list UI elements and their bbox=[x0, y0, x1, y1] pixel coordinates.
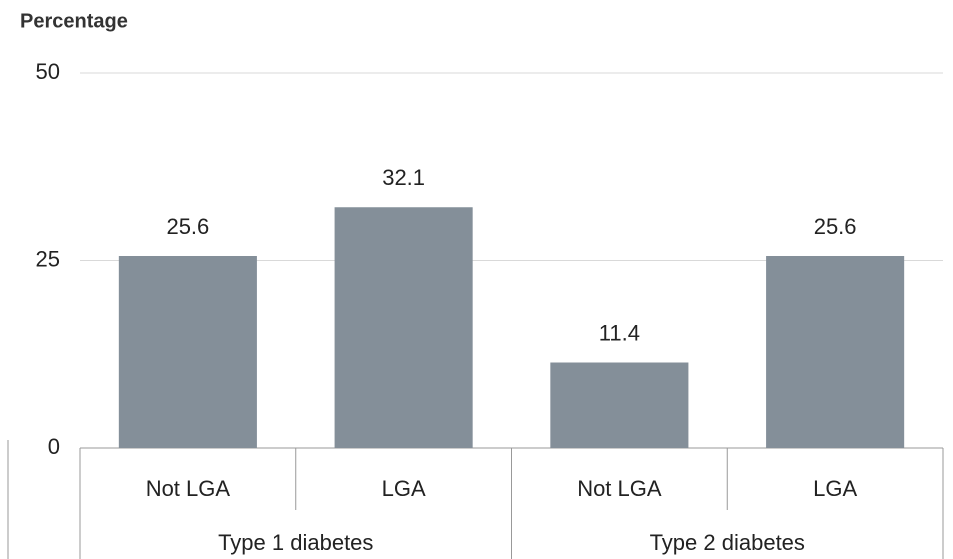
data-label: 11.4 bbox=[599, 320, 640, 345]
bar bbox=[334, 207, 473, 448]
x-tick-label: LGA bbox=[382, 476, 426, 501]
y-tick-label: 50 bbox=[36, 59, 60, 84]
x-tick-label: Not LGA bbox=[146, 476, 231, 501]
group-label: Type 2 diabetes bbox=[650, 530, 805, 555]
x-tick-label: LGA bbox=[813, 476, 857, 501]
x-tick-label: Not LGA bbox=[577, 476, 662, 501]
bar bbox=[550, 362, 689, 448]
y-tick-label: 25 bbox=[36, 246, 60, 271]
group-label: Type 1 diabetes bbox=[218, 530, 373, 555]
y-tick-label: 0 bbox=[48, 434, 60, 459]
data-label: 25.6 bbox=[814, 214, 857, 239]
bar bbox=[118, 256, 257, 448]
chart-title: Percentage bbox=[20, 10, 128, 32]
bar bbox=[766, 256, 905, 448]
data-label: 32.1 bbox=[382, 165, 425, 190]
data-label: 25.6 bbox=[166, 214, 209, 239]
